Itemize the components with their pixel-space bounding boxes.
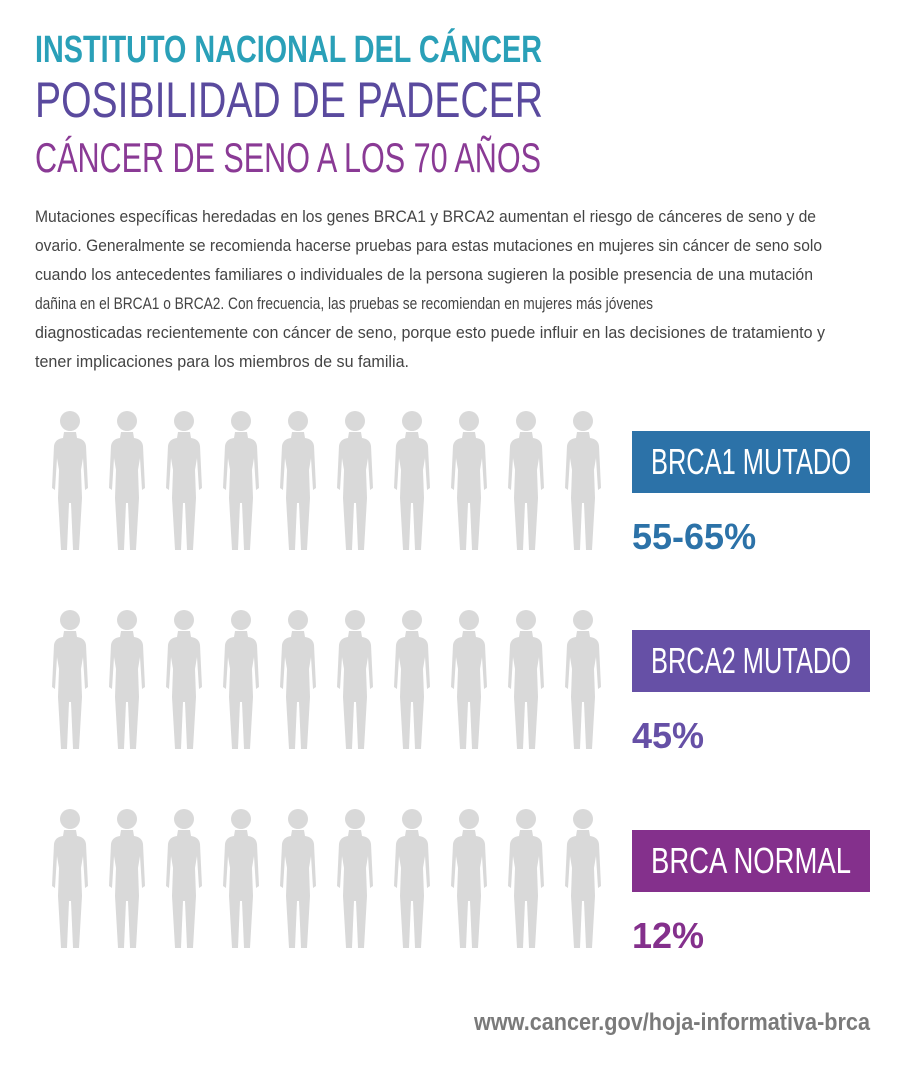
row-label: BRCA NORMAL [651, 840, 851, 881]
person-icon [451, 411, 487, 550]
label-box [632, 431, 870, 493]
intro-line: tener implicaciones para los miembros de… [35, 352, 409, 371]
person-icon [52, 411, 88, 550]
main-title: POSIBILIDAD DE PADECER [35, 72, 543, 128]
person-icon [394, 809, 430, 948]
person-icon [223, 809, 259, 948]
person-icon [451, 809, 487, 948]
row-value: 12% [632, 915, 704, 956]
person-icon [394, 610, 430, 749]
person-icon [337, 610, 373, 749]
person-icon [565, 610, 601, 749]
intro-line: ovario. Generalmente se recomienda hacer… [35, 236, 822, 255]
person-icon [565, 809, 601, 948]
person-icon [223, 610, 259, 749]
pictogram-row [52, 610, 601, 749]
person-icon [394, 411, 430, 550]
row-label: BRCA2 MUTADO [651, 640, 851, 681]
person-icon [337, 809, 373, 948]
person-icon [508, 411, 544, 550]
person-icon [280, 809, 316, 948]
person-icon [109, 610, 145, 749]
person-icon [280, 610, 316, 749]
person-icon [508, 610, 544, 749]
pictogram-row [52, 809, 601, 948]
person-icon [451, 610, 487, 749]
org-title: INSTITUTO NACIONAL DEL CÁNCER [35, 27, 542, 71]
intro-line: dañina en el BRCA1 o BRCA2. Con frecuenc… [35, 294, 653, 313]
row-value: 45% [632, 715, 704, 756]
person-icon [565, 411, 601, 550]
person-icon [166, 809, 202, 948]
person-icon [223, 411, 259, 550]
row-value: 55-65% [632, 516, 756, 557]
person-icon [337, 411, 373, 550]
subtitle: CÁNCER DE SENO A LOS 70 AÑOS [35, 134, 541, 181]
person-icon [508, 809, 544, 948]
person-icon [166, 610, 202, 749]
person-icon [109, 411, 145, 550]
pictogram-row [52, 411, 601, 550]
person-icon [52, 610, 88, 749]
row-label: BRCA1 MUTADO [651, 441, 851, 482]
intro-line: Mutaciones específicas heredadas en los … [35, 207, 816, 226]
intro-line: cuando los antecedentes familiares o ind… [35, 265, 813, 284]
person-icon [52, 809, 88, 948]
label-box [632, 830, 870, 892]
label-box [632, 630, 870, 692]
person-icon [280, 411, 316, 550]
intro-line: diagnosticadas recientemente con cáncer … [35, 323, 825, 342]
person-icon [166, 411, 202, 550]
person-icon [109, 809, 145, 948]
source-url: www.cancer.gov/hoja-informativa-brca [473, 1009, 870, 1036]
